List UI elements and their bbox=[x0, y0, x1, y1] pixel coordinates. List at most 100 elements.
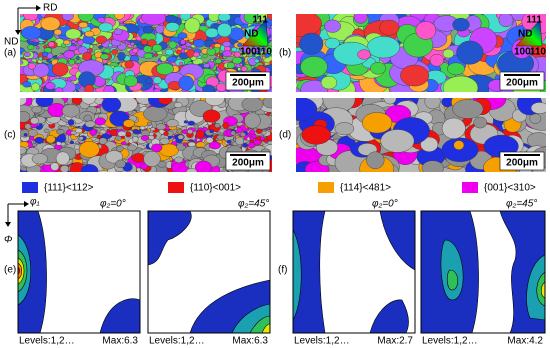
ipf-triangle bbox=[241, 19, 269, 47]
grain bbox=[100, 53, 110, 60]
legend-swatch bbox=[22, 182, 38, 193]
grain bbox=[32, 63, 50, 78]
grain bbox=[106, 129, 111, 133]
grain bbox=[137, 130, 142, 135]
ipf-label: ND bbox=[244, 29, 258, 40]
grain bbox=[77, 46, 88, 55]
Phi-arrowhead bbox=[5, 222, 11, 227]
section-title: φ₂=45° bbox=[506, 199, 537, 210]
levels-label: Levels:1,2… bbox=[422, 336, 478, 347]
grain bbox=[324, 37, 340, 49]
grain bbox=[24, 123, 32, 130]
levels-label: Levels:1,2… bbox=[19, 336, 75, 347]
grain bbox=[362, 112, 393, 134]
grain bbox=[174, 156, 184, 163]
ebsd-map bbox=[296, 98, 546, 172]
grain bbox=[54, 87, 64, 92]
contour bbox=[526, 254, 545, 321]
ipf-label: 111 bbox=[252, 15, 268, 26]
grain bbox=[209, 46, 213, 50]
Phi-label: Φ bbox=[4, 235, 12, 246]
odf-frame bbox=[147, 210, 271, 334]
grain bbox=[442, 75, 479, 92]
grain bbox=[140, 38, 148, 46]
max-label: Max:6.3 bbox=[102, 336, 138, 347]
scale-label: 200μm bbox=[506, 78, 538, 89]
grain bbox=[260, 136, 265, 141]
odf-group-label: (e) bbox=[4, 265, 16, 276]
grain bbox=[183, 120, 189, 124]
contour bbox=[369, 299, 409, 333]
grain bbox=[43, 128, 50, 134]
grain bbox=[442, 48, 455, 59]
grain bbox=[145, 77, 153, 85]
grain bbox=[35, 46, 40, 50]
grain bbox=[179, 61, 184, 66]
grain bbox=[193, 39, 206, 48]
grain bbox=[296, 98, 318, 121]
grain bbox=[177, 134, 184, 140]
grain bbox=[167, 56, 177, 63]
grain bbox=[40, 16, 61, 31]
grain bbox=[204, 98, 225, 106]
grain bbox=[159, 55, 168, 62]
ebsd-map bbox=[296, 14, 546, 92]
grain bbox=[27, 62, 36, 70]
grain bbox=[71, 40, 76, 44]
grain bbox=[99, 129, 107, 135]
contour bbox=[293, 229, 302, 321]
odf-contours bbox=[421, 211, 545, 333]
grain bbox=[143, 45, 152, 53]
grain bbox=[151, 143, 163, 153]
grain bbox=[47, 41, 55, 48]
odf-contours bbox=[18, 211, 140, 333]
panel-label: (c) bbox=[4, 130, 16, 141]
grain bbox=[232, 56, 243, 65]
grain bbox=[209, 129, 214, 133]
grain bbox=[65, 28, 82, 40]
grain bbox=[142, 25, 154, 34]
grain bbox=[95, 35, 107, 44]
odf-contours bbox=[293, 211, 415, 333]
grain bbox=[208, 14, 220, 22]
grain bbox=[175, 49, 182, 55]
grain bbox=[77, 14, 95, 22]
grain bbox=[42, 51, 49, 58]
legend-label: {001}<310> bbox=[484, 183, 536, 194]
grain bbox=[165, 22, 180, 32]
grain bbox=[256, 55, 261, 60]
grain bbox=[353, 14, 368, 24]
grain bbox=[187, 129, 194, 135]
odf-contours bbox=[148, 211, 270, 333]
grain bbox=[357, 49, 371, 60]
grain bbox=[370, 62, 387, 75]
grain bbox=[43, 45, 48, 49]
grain bbox=[250, 46, 259, 53]
grain bbox=[240, 66, 248, 72]
ipf-label: 100 bbox=[240, 47, 257, 58]
max-label: Max:6.3 bbox=[232, 336, 268, 347]
grain bbox=[69, 140, 75, 145]
grain bbox=[123, 75, 138, 87]
odf-sections bbox=[17, 210, 546, 334]
grain bbox=[379, 19, 400, 36]
grain bbox=[456, 40, 484, 65]
grain bbox=[237, 43, 243, 48]
grain bbox=[96, 134, 101, 139]
grain bbox=[31, 82, 40, 92]
grain bbox=[71, 98, 83, 105]
grain bbox=[23, 133, 28, 137]
grain bbox=[97, 17, 106, 23]
grain bbox=[222, 122, 230, 129]
grain bbox=[45, 82, 56, 90]
section-title: φ₂=0° bbox=[372, 199, 398, 210]
grain bbox=[80, 164, 99, 172]
grain bbox=[269, 60, 272, 65]
grain bbox=[192, 51, 200, 58]
odf-frame bbox=[292, 210, 416, 334]
grain bbox=[83, 114, 92, 122]
grain bbox=[108, 43, 113, 48]
grain bbox=[61, 14, 74, 21]
grain bbox=[120, 141, 127, 146]
grain bbox=[334, 122, 355, 136]
